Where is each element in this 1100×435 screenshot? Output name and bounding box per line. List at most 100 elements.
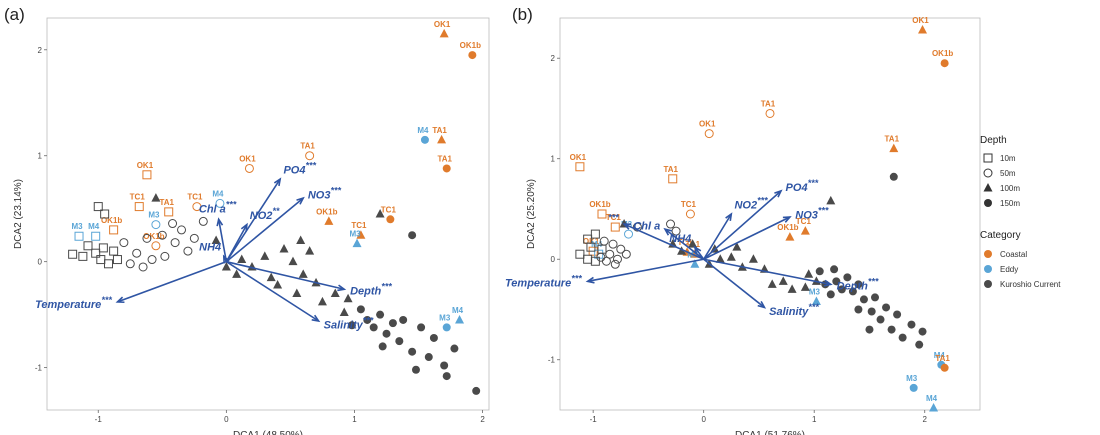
- data-point: [119, 238, 129, 248]
- vector-label: ***: [608, 213, 619, 223]
- point-label: TA1: [885, 135, 900, 144]
- data-point: [429, 333, 438, 342]
- data-point: [442, 323, 451, 332]
- point-label: OK1b: [777, 223, 798, 232]
- data-point: [898, 333, 907, 342]
- data-point: [411, 365, 420, 374]
- data-point: [305, 246, 315, 255]
- data-point: [98, 243, 108, 253]
- data-point: [408, 347, 417, 356]
- data-point: [826, 195, 836, 205]
- vector-label: Temperature***: [505, 273, 582, 289]
- vector-arrow: [225, 224, 248, 263]
- data-point: [599, 236, 609, 246]
- point-label: M4: [926, 394, 938, 403]
- data-point: [830, 265, 839, 274]
- data-point: [363, 315, 372, 324]
- data-point: [298, 269, 308, 278]
- data-point: [417, 323, 426, 332]
- vector-arrowhead: [585, 276, 595, 284]
- data-point: [893, 310, 902, 319]
- data-point: [198, 216, 208, 226]
- data-point: [787, 284, 797, 293]
- vector-arrow: [225, 178, 281, 263]
- b-x-tick-label: 2: [923, 415, 928, 424]
- vector-arrowhead: [115, 296, 125, 304]
- data-point: [785, 232, 795, 241]
- legend-kuroshio-dot-icon: [984, 280, 992, 288]
- data-point: [778, 276, 788, 285]
- point-label: TA1: [432, 126, 447, 135]
- vector-label: PO4***: [283, 161, 316, 177]
- data-point: [376, 310, 385, 319]
- data-point: [608, 239, 618, 249]
- legend-square-icon: [983, 153, 993, 163]
- data-point: [183, 246, 193, 256]
- vector-arrow: [225, 261, 320, 322]
- point-label: OK1: [434, 20, 451, 29]
- a-y-tick-label: 0: [38, 258, 43, 267]
- data-point: [668, 239, 678, 248]
- data-point: [632, 222, 642, 232]
- data-point: [91, 231, 101, 241]
- legend-category-label: Eddy: [1000, 265, 1018, 274]
- data-point: [843, 273, 852, 282]
- data-point: [468, 51, 477, 60]
- data-point: [109, 225, 119, 235]
- data-point: [690, 259, 700, 268]
- data-point: [610, 222, 620, 232]
- data-point: [132, 248, 142, 258]
- data-point: [666, 219, 676, 229]
- data-point: [330, 288, 340, 297]
- data-point: [288, 256, 298, 266]
- data-point: [232, 269, 242, 278]
- vector-arrowhead: [782, 216, 792, 223]
- data-point: [134, 202, 144, 212]
- data-point: [848, 287, 857, 296]
- data-point: [887, 325, 896, 334]
- data-point: [170, 238, 180, 248]
- data-point: [575, 249, 585, 259]
- vector-arrowhead: [823, 279, 833, 287]
- b-y-tick-label: 2: [551, 54, 556, 63]
- point-label: OK1b: [589, 200, 610, 209]
- data-point: [837, 285, 846, 294]
- data-point: [859, 295, 868, 304]
- data-point: [378, 342, 387, 351]
- data-point: [164, 207, 174, 217]
- data-point: [726, 252, 736, 261]
- data-point: [704, 129, 714, 139]
- a-x-tick-label: 0: [224, 415, 229, 424]
- data-point: [455, 314, 465, 324]
- data-point: [688, 239, 698, 248]
- point-label: TA1: [663, 165, 678, 174]
- vector-arrow: [587, 258, 704, 283]
- vector-arrow: [703, 258, 831, 286]
- point-label: TC1: [381, 205, 397, 214]
- data-point: [616, 244, 626, 254]
- data-point: [826, 290, 835, 299]
- vector-arrow: [694, 246, 705, 260]
- legend-category-title: Category: [980, 230, 1021, 241]
- data-point: [324, 216, 334, 225]
- vector-arrow: [217, 219, 228, 262]
- data-point: [83, 241, 93, 251]
- vector-arrowhead: [725, 212, 733, 222]
- vector-arrowhead: [663, 227, 672, 236]
- data-point: [356, 230, 366, 239]
- vector-label: NO3***: [795, 205, 829, 221]
- a-y-tick-label: 2: [38, 46, 43, 55]
- point-label: TC1: [681, 200, 697, 209]
- data-point: [177, 225, 187, 235]
- vector-arrow: [117, 260, 227, 303]
- data-point: [305, 151, 315, 161]
- legend-depth-label: 150m: [1000, 199, 1020, 208]
- legend-category-items: Coastal Eddy Kuroshio Current: [984, 250, 1061, 289]
- data-point: [317, 296, 327, 306]
- point-label: M3: [148, 211, 160, 220]
- data-point: [586, 242, 596, 252]
- data-point: [74, 231, 84, 241]
- data-point: [596, 252, 606, 262]
- data-point: [142, 233, 152, 243]
